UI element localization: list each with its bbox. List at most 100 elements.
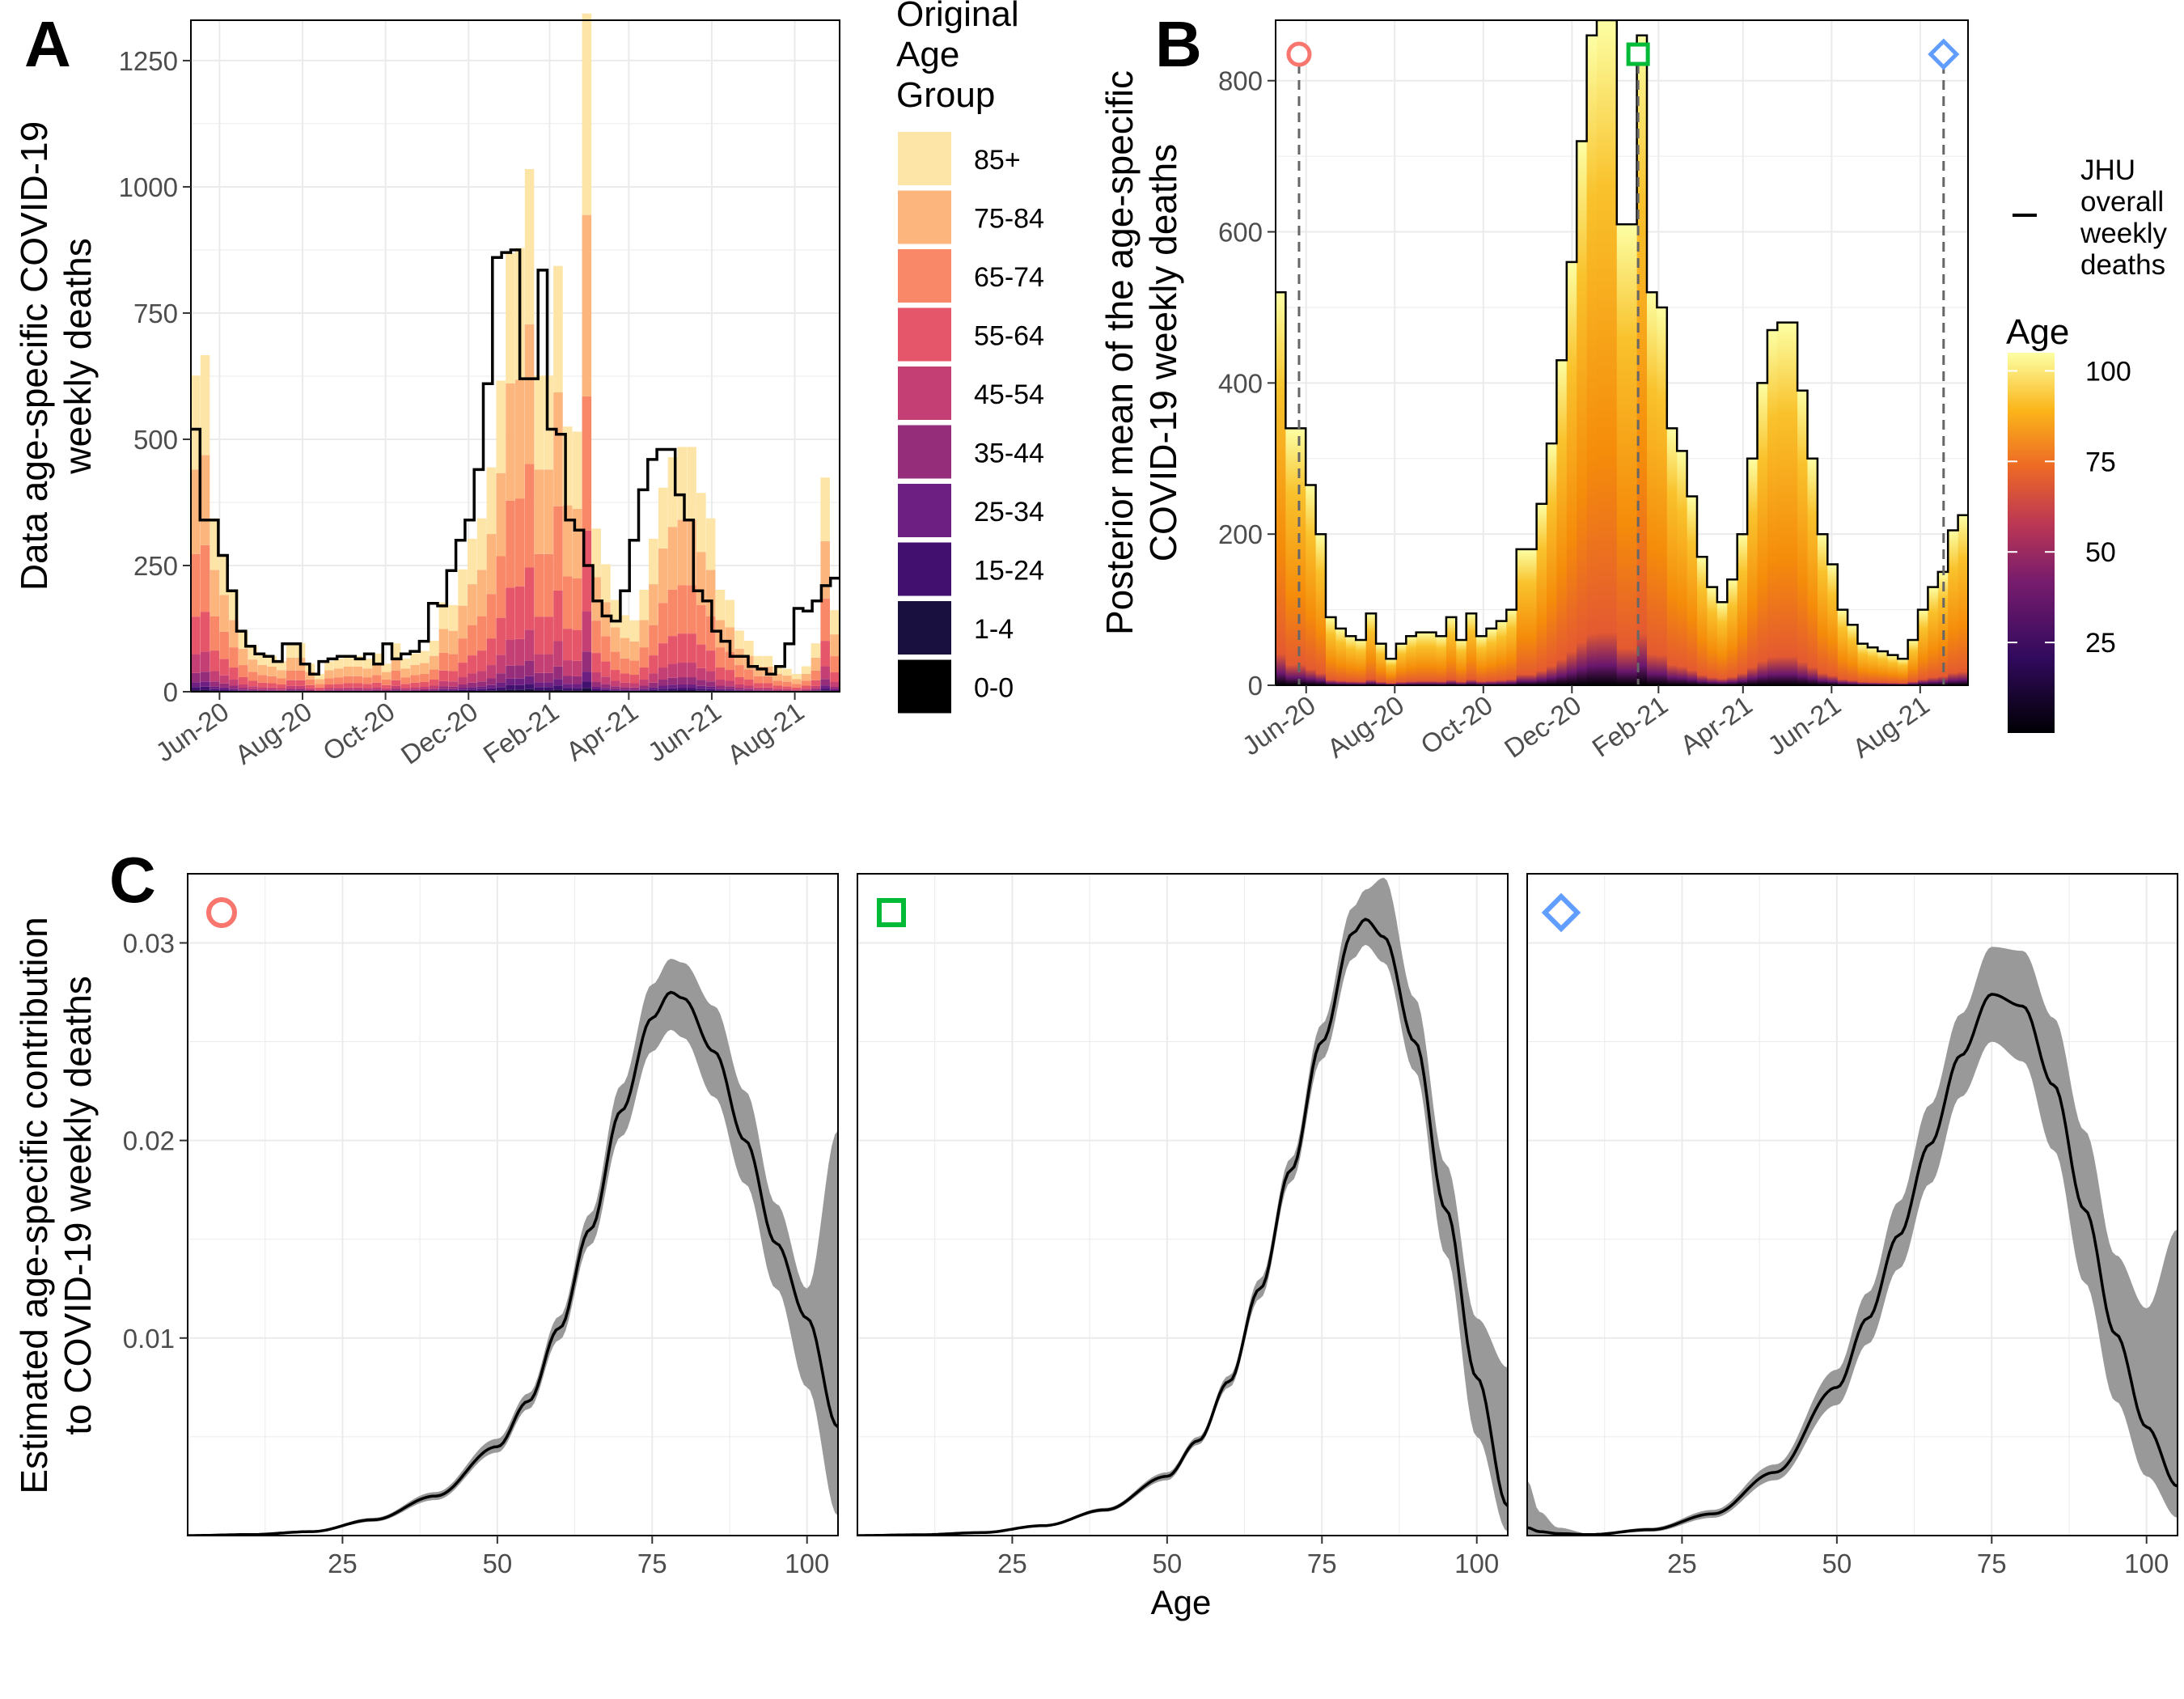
panel-b-xtick-label: Apr-21 [1674,689,1757,760]
panel-a-bar-segment [515,678,525,685]
panel-a-bar-segment [305,688,315,690]
panel-a-bar-segment [219,631,229,659]
panel-a-xtick-label: Jun-21 [642,696,726,767]
panel-b-bar [1577,141,1588,685]
panel-a-bar-segment [696,688,706,691]
panel-a-bar-segment [553,666,563,680]
panel-c-subplot: 25 50 75 100 [1526,873,2178,1578]
jhu-legend-line4: deaths [2080,249,2165,281]
panel-a-bar-segment [429,685,439,689]
panel-a-bar-segment [725,688,735,691]
panel-a-bar-segment [658,603,668,644]
panel-a-bar-segment [458,677,468,685]
panel-a-bar-segment [725,680,735,687]
panel-a-bar-segment [400,677,411,684]
panel-a-bar-segment [715,680,726,686]
panel-a-bar-segment [687,447,696,520]
panel-c-xtick-label: 100 [785,1549,829,1578]
panel-a-bar-segment [534,690,544,692]
panel-b-ylabel-line2: COVID-19 weekly deaths [1142,144,1184,561]
panel-a-bar-segment [544,469,553,554]
panel-a-bar-segment [458,684,468,688]
panel-a-bar-segment [524,324,535,464]
panel-b-bar [1807,458,1818,685]
panel-a-bar-segment [582,13,592,215]
panel-a-bar-segment [200,686,210,690]
panel-a-bar-segment [677,684,688,688]
panel-a-bar-segment [544,616,553,655]
panel-a-bar-segment [820,685,830,689]
square-marker-icon [877,898,906,927]
panel-a-bar-segment [400,668,411,678]
panel-a-bar-segment [601,684,611,688]
panel-label-b: B [1155,8,1202,80]
panel-a-bar-segment [333,689,344,691]
panel-a-bar-segment [496,617,506,655]
panel-b-bar [1787,322,1798,685]
panel-c-xtick-label: 100 [2124,1549,2169,1578]
panel-b-bar [1395,643,1407,685]
panel-a-bar-segment [811,685,821,689]
panel-b-bar [1777,322,1788,685]
panel-c-frame [187,873,839,1536]
panel-a-bar-segment [257,682,268,688]
panel-a-bar-segment [267,687,277,690]
panel-a-bar-segment [229,667,239,680]
panel-a-bar-segment [295,685,306,689]
panel-a-bar-segment [753,666,764,676]
panel-b-bar [1516,549,1527,685]
panel-a-bar-segment [468,655,477,674]
panel-a-bar-segment [582,651,592,672]
panel-a-bar-segment [649,689,658,692]
panel-a-bar-segment [582,672,592,682]
panel-a-bar-segment [544,682,553,688]
colorbar [2008,353,2055,733]
panel-a-bar-segment [476,650,487,672]
panel-a-bar-segment [772,690,782,692]
panel-a-bar-segment [286,657,296,671]
panel-a-bar-segment [572,431,582,510]
panel-a-bar-segment [400,659,411,669]
panel-a-bar-segment [582,530,592,612]
panel-b-bar [1627,224,1638,685]
legend-swatch [898,132,951,185]
panel-a-bar-segment [744,690,754,692]
panel-a-grid [191,20,840,693]
panel-b-bar [1456,639,1467,685]
panel-a-bar-segment [620,658,630,674]
panel-a-bar-segment [601,602,611,637]
panel-b-bar [1707,587,1718,685]
circle-marker-icon [1286,41,1312,67]
panel-a-bar-segment [667,527,678,590]
panel-a-bar-segment [629,675,640,684]
panel-a-bar-segment [830,634,840,657]
panel-a-bar-segment [677,633,688,663]
panel-b-xtick-label: Aug-20 [1322,689,1409,763]
panel-a-bar-segment [277,670,286,679]
panel-a-bar-segment [830,689,840,691]
panel-a-bar-segment [553,506,563,591]
panel-a-bar-segment [468,625,477,656]
legend-label: 15-24 [974,556,1044,587]
panel-a-bar-segment [753,683,764,688]
panel-a-xtick-label: Oct-20 [317,696,400,766]
panel-b-bar [1466,613,1477,685]
panel-b-bars [1276,20,1968,685]
panel-a-bar-segment [438,602,449,629]
panel-a-bar-segment [534,616,544,655]
panel-a-bar-segment [257,690,268,692]
panel-a-bar-segment [591,577,601,621]
panel-a-bar-segment [620,638,630,659]
jhu-legend-line1: JHU [2080,155,2135,186]
panel-a-bar-segment [458,569,468,606]
panel-a-xtick-label: Dec-20 [396,696,483,769]
panel-a-bar-segment [772,680,782,686]
panel-a-bar-segment [562,684,573,688]
colorbar-tick-label: 50 [2085,537,2116,568]
panel-a-bar-segment [372,682,382,688]
panel-b-bar [1536,503,1547,685]
panel-b-bar [1315,534,1327,685]
panel-a-bar-segment [391,680,401,686]
panel-a-xtick-label: Apr-21 [561,696,643,766]
